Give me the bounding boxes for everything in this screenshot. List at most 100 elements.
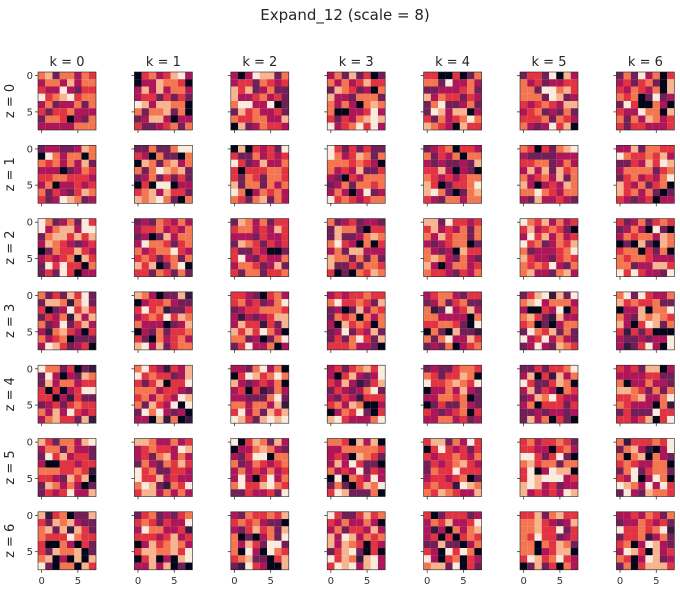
heatmap-cell [156, 218, 164, 226]
heatmap-cell [274, 548, 282, 556]
heatmap-cell [252, 548, 260, 556]
heatmap-cell [74, 365, 82, 373]
heatmap-cell [74, 218, 82, 226]
heatmap-cell [52, 79, 60, 87]
heatmap-cell [659, 299, 668, 307]
heatmap-cell [541, 174, 550, 182]
heatmap-cell [452, 365, 460, 373]
heatmap-cell [623, 152, 631, 160]
heatmap-cell [252, 247, 260, 255]
heatmap-cell [38, 342, 46, 350]
heatmap-cell [527, 233, 535, 241]
heatmap-cell [170, 555, 178, 563]
heatmap-cell [348, 320, 357, 329]
heatmap-cell [163, 482, 171, 490]
heatmap-cell [67, 101, 75, 109]
heatmap-cell [274, 386, 282, 395]
heatmap-cell [245, 365, 253, 373]
heatmap-cell [570, 108, 579, 116]
heatmap-cell [334, 401, 342, 409]
heatmap-cell [281, 453, 289, 461]
heatmap-cell [281, 188, 289, 197]
heatmap-cell [163, 152, 171, 160]
heatmap-cell [177, 438, 186, 446]
heatmap-cell [230, 562, 239, 570]
heatmap-cell [148, 174, 157, 182]
heatmap-cell [327, 86, 335, 94]
heatmap-cell [652, 291, 660, 300]
heatmap-cell [45, 269, 53, 277]
heatmap-cell [141, 408, 149, 416]
heatmap-cell [170, 86, 178, 94]
heatmap-cell [134, 167, 142, 175]
x-tick-label: 5 [364, 576, 370, 587]
heatmap-cell [59, 313, 68, 321]
heatmap-cell [141, 562, 149, 570]
heatmap-cell [59, 233, 68, 241]
heatmap-cell [377, 365, 386, 373]
heatmap-cell [134, 196, 142, 204]
heatmap-cell [81, 482, 89, 490]
heatmap-cell [148, 438, 157, 446]
heatmap-cell [630, 240, 639, 248]
heatmap-cell [141, 269, 149, 277]
heatmap-cell [148, 122, 157, 131]
heatmap-cell [134, 365, 142, 373]
heatmap-cell [267, 555, 275, 563]
heatmap-cell [563, 196, 571, 204]
heatmap-cell [45, 489, 53, 497]
heatmap-cell [185, 299, 193, 307]
heatmap-cell [341, 519, 349, 527]
heatmap-cell [267, 533, 275, 541]
heatmap-cell [370, 342, 378, 350]
heatmap-cell [156, 540, 164, 549]
heatmap-cell [534, 562, 542, 570]
heatmap-cell [549, 101, 557, 109]
heatmap-cell [341, 489, 349, 497]
heatmap-cell [534, 108, 542, 116]
heatmap-cell [423, 526, 431, 534]
heatmap-cell [423, 482, 431, 490]
heatmap-cell [156, 526, 164, 534]
heatmap-cell [252, 115, 260, 123]
heatmap-cell [59, 269, 68, 277]
heatmap-cell [341, 372, 349, 380]
heatmap-cell [667, 482, 675, 490]
heatmap-cell [267, 342, 275, 350]
heatmap-cell [252, 225, 260, 234]
heatmap-cell [67, 233, 75, 241]
heatmap-cell [423, 225, 431, 234]
heatmap-cell [659, 101, 668, 109]
heatmap-cell [67, 122, 75, 131]
heatmap-cell [452, 291, 460, 300]
heatmap-cell [467, 188, 475, 197]
column-title: k = 2 [242, 55, 277, 70]
heatmap-cell [377, 519, 386, 527]
heatmap-cell [141, 86, 149, 94]
heatmap-cell [185, 540, 193, 549]
heatmap-cell [474, 474, 482, 483]
heatmap-cell [630, 313, 639, 321]
heatmap-cell [638, 152, 646, 160]
heatmap-cell [667, 408, 675, 416]
row-label: z = 0 [3, 84, 18, 118]
heatmap-cell [88, 474, 97, 483]
heatmap-cell [67, 225, 75, 234]
heatmap-cell [541, 526, 550, 534]
heatmap-cell [659, 401, 668, 409]
heatmap-cell [348, 365, 357, 373]
heatmap-cell [134, 218, 142, 226]
heatmap-cell [267, 299, 275, 307]
heatmap-cell [341, 254, 349, 263]
heatmap-cell [230, 108, 239, 116]
heatmap-cell [74, 379, 82, 387]
heatmap-cell [348, 482, 357, 490]
heatmap-cell [141, 401, 149, 409]
heatmap-cell [88, 299, 97, 307]
heatmap-cell [59, 438, 68, 446]
heatmap-cell [230, 328, 239, 336]
heatmap-cell [74, 467, 82, 475]
heatmap-cell [245, 415, 253, 424]
heatmap-cell [252, 379, 260, 387]
heatmap-cell [423, 379, 431, 387]
